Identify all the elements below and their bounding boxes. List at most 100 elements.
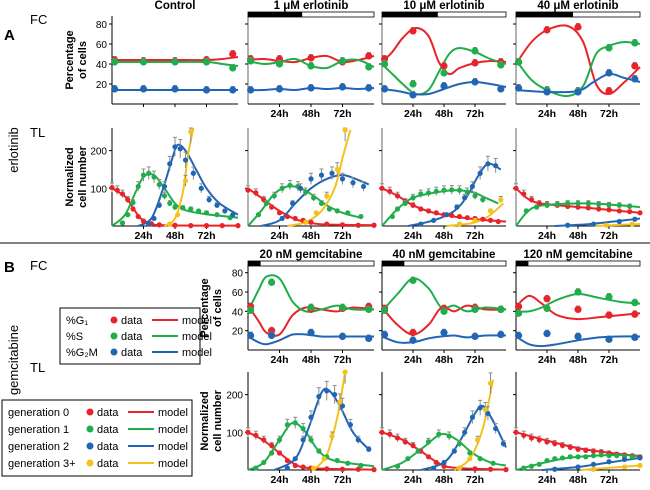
data-point-g2 (632, 216, 638, 222)
data-point-g1 (389, 213, 395, 220)
x-tick-label: 72h (333, 230, 351, 242)
x-tick-label: 48h (435, 230, 453, 242)
data-point-g3 (303, 219, 309, 225)
panel-title-b-1: 20 nM gemcitabine (247, 249, 375, 267)
data-point-g0 (418, 206, 424, 212)
data-point-g1 (203, 210, 210, 216)
data-point-g3 (337, 399, 343, 405)
data-point-g1 (167, 200, 173, 206)
data-point-g1 (543, 26, 551, 34)
data-point-g2m (268, 331, 276, 340)
data-point-g0 (130, 206, 136, 212)
x-tick-label: 24h (404, 108, 422, 120)
data-point-g0 (590, 448, 597, 454)
treatment-bar-fill (248, 12, 303, 17)
data-point-g0 (513, 429, 519, 435)
data-point-g0 (596, 206, 602, 212)
data-point-s (229, 64, 237, 72)
data-point-g1 (196, 208, 202, 214)
data-point-g1 (631, 310, 639, 318)
data-point-g1 (574, 305, 582, 314)
data-point-g2m (574, 88, 582, 96)
x-tick-label: 72h (333, 354, 351, 366)
data-point-g1 (345, 460, 351, 466)
data-point-g0 (585, 205, 591, 211)
data-point-g0 (203, 223, 210, 229)
data-point-g3 (313, 210, 319, 216)
data-point-g2m (440, 82, 448, 90)
y-tick-label: 80 (96, 20, 108, 31)
data-point-s (605, 293, 613, 301)
data-point-g2m (605, 69, 613, 77)
data-point-g2m (574, 332, 582, 341)
legend-phase: %G₁ data model %S data model %G₂M data model (59, 307, 212, 365)
data-point-g2m (543, 88, 551, 96)
panel-title-a-2: 1 μM erlotinib (247, 0, 375, 18)
panel-title-b-2: 40 nM gemcitabine (381, 249, 507, 267)
x-tick-label: 24h (404, 354, 422, 366)
data-point-g2m (307, 329, 315, 337)
data-point-g0 (355, 466, 361, 472)
data-point-g0 (219, 223, 225, 229)
treatment-bar-fill (516, 12, 574, 17)
data-point-g0 (188, 223, 194, 229)
data-point-g1 (596, 201, 602, 207)
data-point-s (497, 305, 505, 314)
data-point-g1 (358, 462, 364, 469)
data-point-g1 (255, 212, 262, 218)
data-point-g3 (167, 221, 173, 227)
data-point-g2m (111, 85, 119, 93)
data-point-g1 (409, 27, 417, 35)
x-tick-label: 24h (404, 230, 422, 242)
data-point-g0 (394, 435, 401, 441)
data-point-g2m (471, 332, 479, 341)
panel-a-fc-3: 24h 48h 72h (379, 16, 507, 120)
y-title-fc-b: Percentageof cells (199, 278, 224, 337)
data-point-g2 (182, 157, 189, 163)
data-point-g1 (409, 329, 417, 337)
legend-generation-label: generation 3+ (8, 458, 76, 470)
data-point-g1 (271, 193, 277, 199)
data-point-g2 (443, 212, 450, 218)
data-point-g0 (308, 219, 314, 225)
data-point-g2 (177, 146, 183, 152)
data-point-g1 (544, 457, 550, 464)
data-point-g2 (477, 405, 483, 411)
row-tag-tl-a: TL (30, 125, 45, 140)
data-point-g1 (415, 448, 421, 454)
section-label-a: A (4, 27, 15, 44)
data-point-g2 (329, 170, 335, 176)
data-point-g2m (409, 336, 417, 344)
model-line-g2 (273, 387, 370, 471)
data-point-g2 (172, 144, 178, 150)
data-point-g1 (140, 172, 147, 178)
model-line-g1 (247, 421, 375, 471)
data-point-g1 (300, 425, 306, 432)
data-point-g2 (190, 170, 196, 176)
x-tick-label: 24h (538, 354, 556, 366)
data-point-g1 (605, 87, 613, 95)
data-point-g0 (449, 212, 455, 219)
data-point-g0 (292, 462, 298, 469)
data-point-g2 (284, 465, 290, 471)
data-point-g2m (471, 78, 479, 86)
data-point-s (365, 63, 373, 71)
data-point-g3 (467, 456, 473, 462)
legend-generation-model-text: model (158, 407, 188, 419)
data-point-g1 (521, 465, 527, 471)
data-point-s (139, 58, 148, 66)
model-line-g3 (593, 223, 641, 227)
x-tick-label: 24h (270, 230, 288, 242)
data-point-g2m (440, 329, 448, 337)
model-line-s (515, 40, 641, 98)
data-point-g2 (462, 429, 468, 435)
treatment-bar-fill (382, 12, 438, 17)
data-point-g1 (523, 208, 529, 214)
x-tick-label: 72h (333, 108, 351, 120)
x-tick-label: 48h (435, 354, 453, 366)
model-line-g3 (580, 464, 641, 471)
data-point-g0 (487, 217, 494, 223)
data-point-g1 (269, 450, 275, 456)
data-point-g2 (339, 176, 346, 182)
